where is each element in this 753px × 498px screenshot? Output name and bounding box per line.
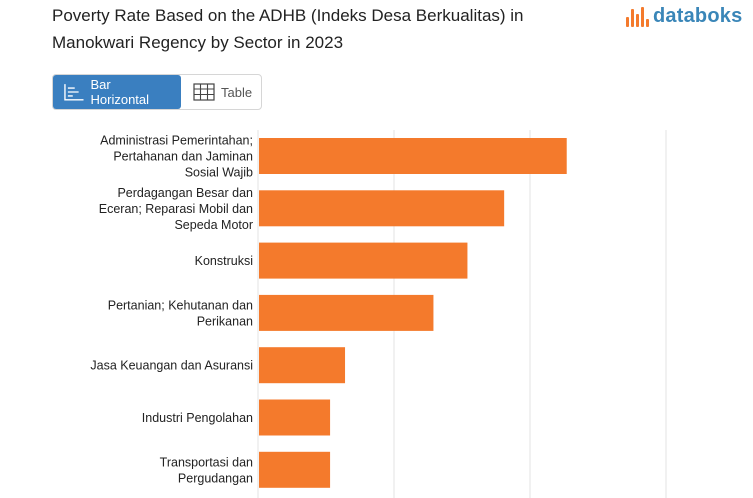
bar[interactable] (259, 399, 331, 436)
category-label: Transportasi dan Pergudangan (160, 455, 253, 485)
tab-bar-horizontal-label: Bar Horizontal (90, 77, 150, 107)
bar[interactable] (259, 242, 468, 279)
category-label: Pertanian; Kehutanan dan Perikanan (108, 298, 253, 328)
bar[interactable] (259, 451, 331, 488)
tab-bar-horizontal[interactable]: Bar Horizontal (53, 75, 181, 109)
bar[interactable] (259, 190, 505, 227)
bar[interactable] (259, 138, 567, 174)
category-label: Administrasi Pemerintahan; Pertahanan dan… (100, 134, 253, 180)
chart-category-labels: Administrasi Pemerintahan; Pertahanan dan… (90, 134, 253, 486)
category-label: Jasa Keuangan dan Asuransi (90, 359, 253, 373)
tab-table-label: Table (221, 84, 253, 100)
category-label: Industri Pengolahan (142, 411, 253, 425)
view-toggle: Bar Horizontal Table (52, 74, 262, 110)
bar[interactable] (259, 294, 434, 331)
bar-chart-icon (64, 84, 84, 101)
databoks-logo-icon (626, 5, 649, 27)
tab-table[interactable]: Table (181, 75, 260, 109)
category-label: Perdagangan Besar dan Eceran; Reparasi Mo… (99, 186, 253, 232)
chart-title-line2: Manokwari Regency by Sector in 2023 (52, 33, 344, 52)
chart-bars (259, 138, 567, 488)
databoks-logo: databoks (626, 4, 742, 28)
table-icon (193, 83, 215, 101)
category-label: Konstruksi (195, 254, 253, 268)
chart-title-line1: Poverty Rate Based on the ADHB (Indeks D… (52, 6, 524, 25)
bar[interactable] (259, 347, 346, 384)
chart-title: Poverty Rate Based on the ADHB (Indeks D… (52, 2, 612, 56)
databoks-logo-text: databoks (653, 4, 743, 27)
